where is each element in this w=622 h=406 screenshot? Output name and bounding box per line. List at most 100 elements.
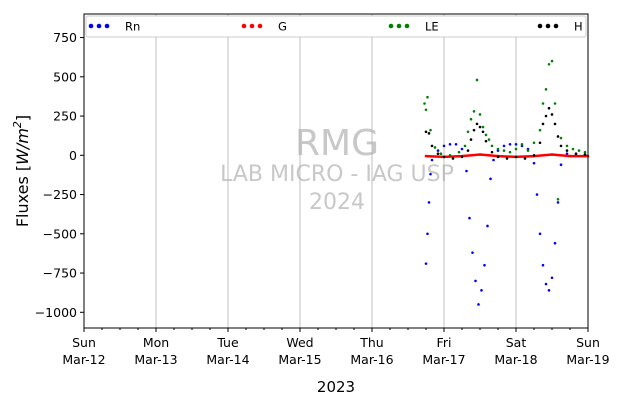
legend: Rn G LE H (85, 15, 587, 38)
data-point (469, 138, 473, 141)
data-point (448, 143, 452, 146)
data-point (424, 154, 428, 158)
data-point (430, 158, 434, 162)
data-point (535, 193, 539, 196)
y-axis-label: Fluxes [W/m2] (11, 115, 32, 227)
data-point (502, 149, 506, 152)
data-point (451, 157, 455, 160)
data-point (532, 154, 536, 157)
data-point (553, 122, 557, 126)
data-point (541, 102, 545, 105)
data-point (583, 150, 587, 154)
data-point (442, 155, 446, 159)
data-point (553, 102, 557, 105)
legend-label: Rn (125, 20, 140, 34)
legend-marker (257, 23, 263, 29)
legend-marker (241, 23, 247, 29)
legend-marker (104, 23, 110, 29)
data-point (454, 143, 458, 146)
data-point (538, 232, 542, 236)
series-H (424, 106, 587, 160)
x-tick-day: Sat (506, 335, 527, 350)
data-point (574, 152, 578, 156)
y-tick-label: −500 (43, 226, 77, 241)
y-tick-label: −250 (43, 187, 77, 202)
data-point (466, 130, 470, 134)
legend-label: LE (425, 20, 439, 34)
series-line-G (425, 153, 588, 159)
data-point (484, 139, 488, 143)
data-point (436, 152, 440, 156)
data-point (538, 141, 542, 145)
data-point (523, 157, 527, 160)
data-point (478, 113, 482, 116)
legend-label: H (574, 20, 583, 34)
x-tick-date: Mar-16 (350, 352, 393, 367)
data-point (502, 144, 506, 148)
y-tick-label: 0 (69, 148, 77, 163)
data-point (559, 136, 563, 140)
legend-marker (388, 23, 394, 29)
data-point (478, 125, 482, 129)
data-point (436, 149, 440, 152)
data-point (460, 155, 464, 159)
x-tick-day: Thu (359, 335, 383, 350)
data-point (577, 149, 581, 152)
watermark-year: 2024 (309, 190, 365, 215)
data-point (550, 59, 554, 63)
data-point (481, 130, 485, 134)
legend-box (85, 15, 587, 38)
data-point (565, 144, 569, 148)
data-point (492, 158, 495, 162)
data-point (547, 62, 551, 66)
x-tick-day: Sun (576, 335, 600, 350)
data-point (475, 78, 479, 82)
data-point (505, 157, 509, 160)
data-point (496, 155, 500, 159)
y-axis-label-end: ] (13, 115, 32, 121)
x-tick-day: Fri (437, 335, 452, 350)
data-point (439, 152, 443, 156)
data-point (465, 169, 468, 173)
y-tick-label: 750 (53, 30, 77, 45)
data-point (556, 135, 560, 138)
data-point (457, 150, 461, 154)
data-point (550, 113, 554, 116)
data-point (532, 161, 536, 165)
data-point (427, 132, 431, 135)
x-tick-date: Mar-13 (134, 352, 177, 367)
data-point (486, 224, 489, 228)
data-point (520, 143, 524, 146)
data-point (544, 88, 548, 91)
x-axis: Sun Mar-12 Mon Mar-13 Tue Mar-14 Wed Mar-15 Thu M… (62, 328, 610, 367)
x-tick-date: Mar-19 (566, 352, 609, 367)
data-point (553, 241, 557, 245)
data-point (460, 147, 464, 151)
watermark: RMG LAB MICRO - IAG USP 2024 (220, 123, 454, 215)
data-point (559, 163, 563, 167)
x-tick-day: Wed (286, 335, 313, 350)
y-tick-label: 250 (53, 109, 77, 124)
data-point (474, 279, 477, 283)
x-tick-date: Mar-12 (62, 352, 105, 367)
watermark-title: RMG (295, 123, 379, 164)
y-axis-label-sup: 2 (11, 121, 24, 128)
data-point (496, 147, 500, 151)
data-point (424, 262, 428, 265)
grid (83, 14, 589, 328)
y-axis-label-main: Fluxes [ (13, 165, 32, 227)
data-point (480, 289, 483, 292)
data-point (433, 146, 437, 149)
x-tick-day: Tue (216, 335, 239, 350)
data-point (472, 110, 476, 113)
data-point (547, 106, 551, 110)
data-point (469, 117, 473, 121)
y-tick-label: −750 (43, 266, 77, 281)
y-axis: 750 500 250 0 −250 −500 −750 −1000 (35, 30, 84, 320)
data-point (541, 263, 545, 267)
data-point (556, 201, 560, 204)
data-point (442, 144, 446, 148)
data-point (490, 150, 494, 154)
data-point (483, 263, 486, 267)
